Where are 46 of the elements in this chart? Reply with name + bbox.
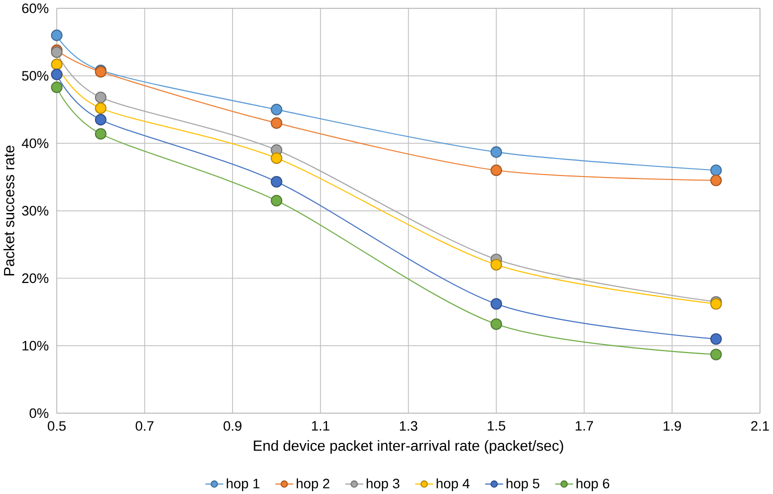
point [94,92,106,104]
point [270,117,282,129]
point [490,164,502,176]
y-tick-label: 20% [22,273,48,284]
x-tick-label: 1.7 [576,421,593,431]
point [710,174,722,186]
y-tick-label: 50% [22,70,48,81]
point [270,176,282,188]
point [50,68,63,80]
point [270,104,282,116]
point [490,146,502,158]
legend-label: hop 3 [366,478,400,492]
point [710,164,722,176]
point [50,30,63,42]
y-tick-label: 10% [22,340,48,351]
point [50,58,63,70]
point [50,82,63,94]
point [490,298,502,310]
x-axis-title: End device packet inter-arrival rate (packet/sec) [254,440,564,454]
x-tick-label: 0.5 [48,421,66,431]
x-tick-label: 1.1 [312,421,330,431]
point [490,258,502,271]
legend-label: hop 2 [296,478,330,492]
point [94,114,106,126]
point [94,128,106,140]
y-tick-label: 40% [22,138,48,148]
point [710,348,722,360]
point [710,333,722,345]
legend-label: hop 1 [226,478,260,492]
x-tick-label: 1.5 [488,421,506,431]
point [490,318,502,330]
y-tick-label: 60% [22,3,48,14]
x-tick-label: 1.9 [664,421,681,431]
x-tick-label: 2.1 [751,421,769,431]
y-tick-label: 30% [22,206,48,216]
legend-label: hop 4 [436,478,470,492]
point [270,194,282,206]
y-axis-title: Packet success rate [4,146,14,276]
point [94,102,106,114]
point [270,152,282,164]
x-tick-label: 1.3 [400,421,418,431]
legend-label: hop 6 [576,478,610,492]
y-tick-label: 0% [30,408,48,418]
x-tick-label: 0.9 [224,421,242,431]
legend-label: hop 5 [506,478,540,492]
x-tick-label: 0.7 [136,421,154,431]
